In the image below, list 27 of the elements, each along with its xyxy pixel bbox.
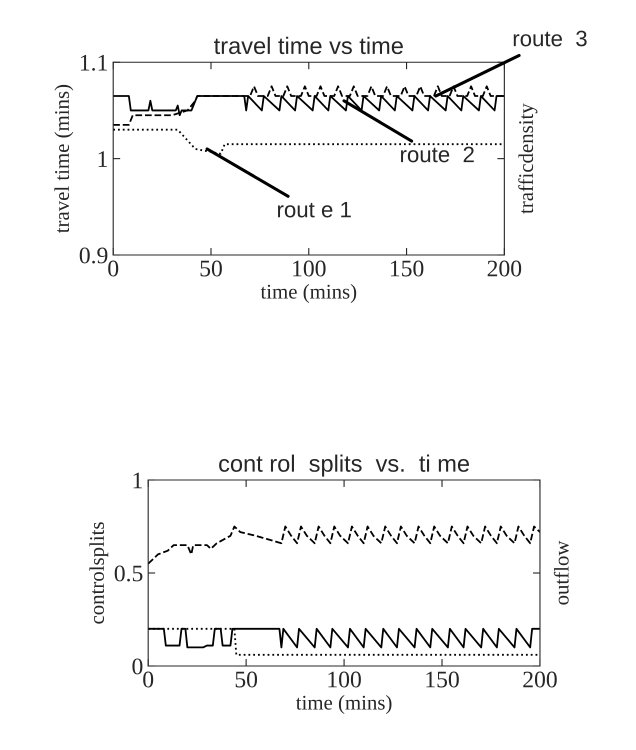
x-tick-label: 200	[488, 260, 522, 276]
y2-axis-title: trafficdensity	[518, 103, 538, 214]
y-tick-label: 0.9	[80, 247, 108, 264]
x-tick-label: 0	[143, 672, 154, 688]
chart-title: cont rol splits vs. ti me	[219, 454, 469, 477]
x-tick-label: 150	[390, 260, 424, 276]
y-axis-title: travel time (mins)	[54, 84, 74, 234]
y-tick-label: 1.1	[80, 54, 107, 71]
x-tick-label: 200	[523, 672, 557, 688]
y2-axis-title: outflow	[554, 540, 569, 605]
line-series	[148, 526, 540, 565]
x-tick-label: 100	[293, 260, 326, 276]
x-tick-label: 50	[236, 672, 258, 688]
x-axis-title: time (mins)	[296, 695, 392, 714]
y-axis-title: controlsplits	[89, 522, 108, 624]
y-tick-label: 0.5	[114, 565, 142, 582]
x-tick-label: 150	[426, 672, 459, 688]
x-axis-title: time (mins)	[260, 284, 356, 303]
y-tick-label: 1	[134, 472, 142, 488]
y-tick-label: 1	[98, 151, 107, 167]
y-tick-label: 0	[132, 658, 142, 674]
annotation: route 3	[514, 30, 587, 46]
x-tick-label: 50	[200, 260, 222, 276]
x-tick-label: 100	[328, 672, 361, 688]
annotation: rout e 1	[278, 202, 351, 218]
chart-title: travel time vs time	[214, 36, 403, 54]
annotation: route 2	[401, 146, 474, 162]
